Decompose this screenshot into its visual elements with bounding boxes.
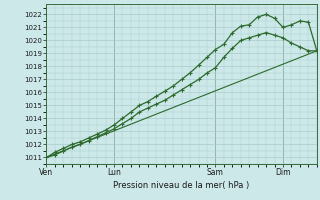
X-axis label: Pression niveau de la mer( hPa ): Pression niveau de la mer( hPa ) (114, 181, 250, 190)
